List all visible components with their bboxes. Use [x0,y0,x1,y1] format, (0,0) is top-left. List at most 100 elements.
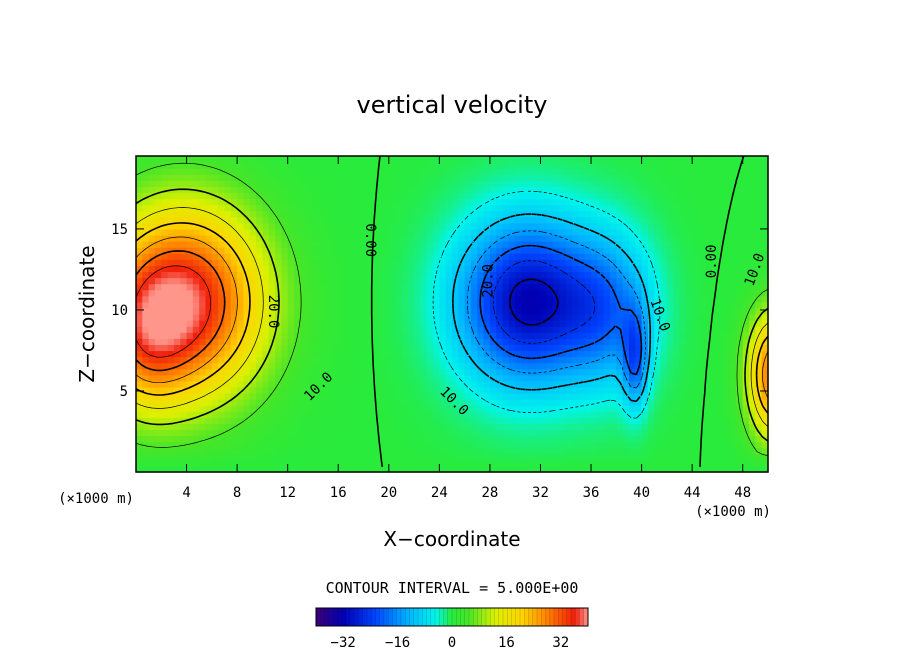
field-cell [281,417,289,424]
field-cell [243,441,251,449]
field-cell [376,210,384,218]
field-cell [572,247,579,254]
field-cell [237,362,245,370]
field-cell [692,380,700,388]
field-cell [167,393,175,400]
field-cell [350,216,358,224]
field-cell [565,307,573,315]
field-cell [275,332,282,339]
field-cell [312,393,320,400]
field-cell [628,362,636,370]
field-cell [319,374,327,382]
field-cell [268,447,276,455]
field-cell [192,326,200,333]
field-cell [464,265,472,273]
field-cell [256,277,263,285]
field-cell [414,411,421,418]
field-cell [685,411,693,418]
field-cell [414,289,421,297]
field-cell [344,453,352,461]
field-cell [628,241,636,248]
field-cell [376,362,384,370]
field-cell [610,429,617,437]
field-cell [704,192,712,200]
field-cell [641,295,649,303]
field-cell [502,180,510,187]
field-cell [616,283,624,291]
field-cell [452,162,459,169]
field-cell [338,210,346,218]
field-cell [584,295,592,303]
field-cell [445,362,453,370]
field-cell [211,216,219,224]
field-cell [508,459,516,467]
field-cell [338,326,346,333]
field-cell [401,192,409,200]
field-cell [287,271,295,279]
field-cell [515,338,523,345]
field-cell [477,174,485,181]
field-cell [420,374,428,382]
field-cell [692,429,700,437]
field-cell [540,222,548,230]
field-cell [610,423,617,431]
field-cell [205,423,213,431]
field-cell [666,435,674,443]
field-cell [578,180,586,187]
field-cell [603,441,611,449]
field-cell [319,168,327,175]
field-cell [679,162,687,169]
field-cell [622,441,630,449]
field-cell [331,204,339,212]
field-cell [230,380,238,388]
field-cell [268,320,276,327]
field-cell [205,222,213,230]
field-cell [401,198,409,206]
field-cell [376,314,384,321]
field-cell [584,241,592,248]
field-cell [730,350,737,358]
field-cell [154,222,162,230]
field-cell [325,259,333,266]
field-cell [736,429,744,437]
field-cell [483,417,491,424]
field-cell [319,186,327,194]
field-cell [407,320,415,327]
field-cell [338,307,346,315]
field-cell [205,453,213,461]
field-cell [546,465,554,473]
field-cell [628,247,636,254]
field-cell [325,374,333,382]
field-cell [414,441,421,449]
field-cell [559,295,567,303]
field-cell [230,362,238,370]
field-cell [603,447,611,455]
field-cell [237,301,245,309]
field-cell [597,386,605,394]
field-cell [414,253,421,260]
field-cell [521,350,529,358]
field-cell [489,301,497,309]
field-cell [679,277,687,285]
field-cell [704,423,712,431]
field-cell [508,204,516,212]
field-cell [401,320,409,327]
field-cell [237,435,245,443]
field-cell [610,350,617,358]
field-cell [717,168,725,175]
field-cell [546,289,554,297]
field-cell [477,393,485,400]
field-cell [559,186,567,194]
field-cell [142,326,150,333]
field-cell [395,332,403,339]
field-cell [142,435,150,443]
field-cell [344,228,352,236]
field-cell [306,411,314,418]
field-cell [730,465,737,473]
field-cell [420,332,428,339]
field-cell [496,247,504,254]
field-cell [262,332,270,339]
field-cell [148,411,156,418]
field-cell [312,271,320,279]
field-cell [483,459,491,467]
